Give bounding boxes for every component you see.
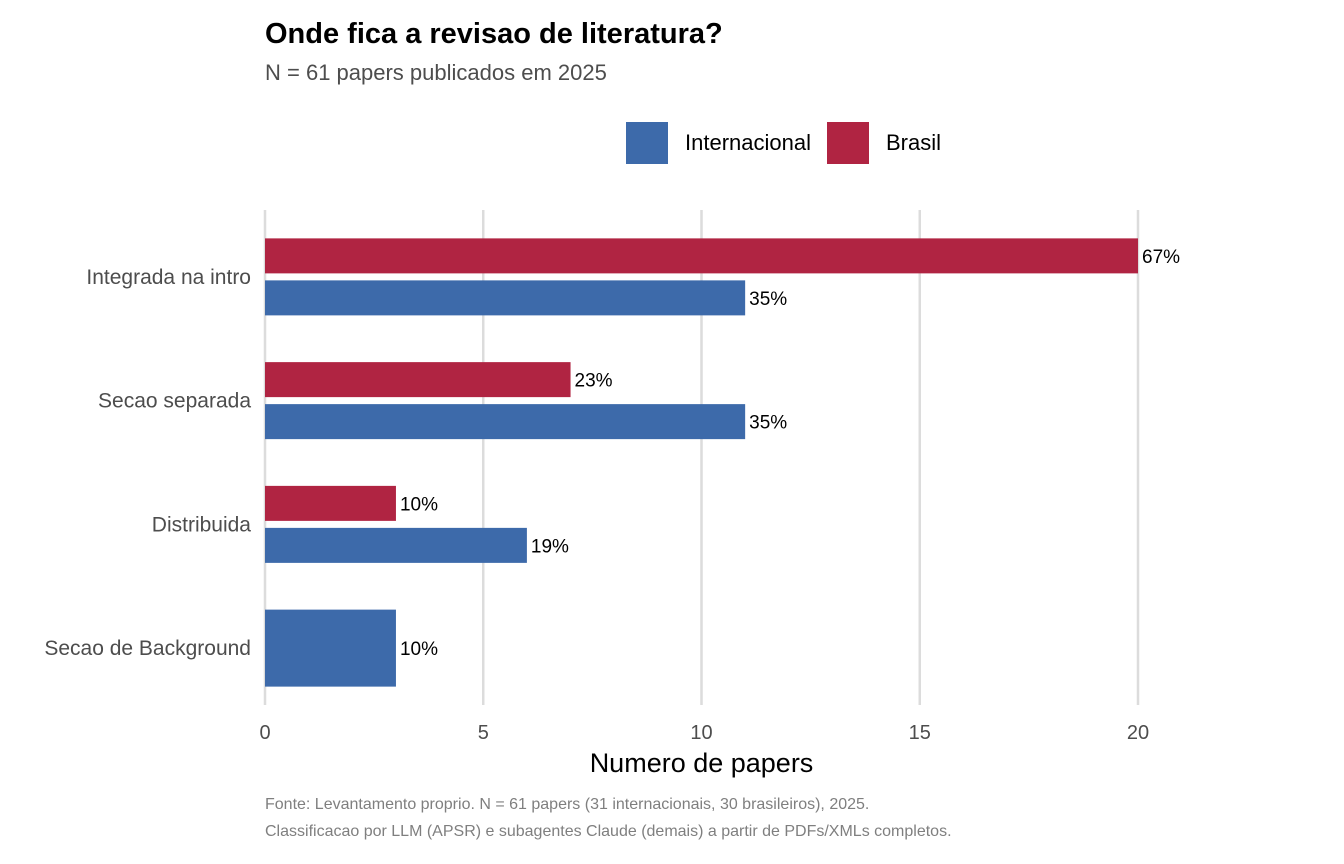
bar-brasil-1: [265, 362, 571, 398]
legend-item-brasil: Brasil: [826, 122, 941, 164]
data-label-brasil-1: 23%: [575, 371, 613, 392]
y-category-label-3: Secao de Background: [44, 637, 251, 660]
bar-internacional-1: [265, 404, 746, 440]
chart-subtitle: N = 61 papers publicados em 2025: [265, 60, 607, 85]
legend: Internacional Brasil: [626, 122, 957, 164]
bar-internacional-3: [265, 609, 396, 687]
legend-label-internacional: Internacional: [685, 130, 811, 155]
x-tick-label-3: 15: [909, 722, 931, 744]
data-label-internacional-0: 35%: [749, 289, 787, 310]
legend-item-internacional: Internacional: [626, 122, 811, 164]
bar-internacional-2: [265, 527, 527, 563]
caption-method: Classificacao por LLM (APSR) e subagente…: [265, 823, 952, 840]
data-label-brasil-0: 67%: [1142, 247, 1180, 268]
data-label-internacional-3: 10%: [400, 639, 438, 660]
y-category-label-0: Integrada na intro: [86, 266, 251, 289]
data-label-internacional-1: 35%: [749, 413, 787, 434]
data-label-internacional-2: 19%: [531, 536, 569, 557]
x-tick-label-0: 0: [259, 722, 270, 744]
chart-title: Onde fica a revisao de literatura?: [265, 18, 723, 50]
bar-brasil-2: [265, 485, 396, 521]
bar-brasil-0: [265, 238, 1138, 274]
legend-swatch-internacional: [626, 122, 668, 164]
y-category-label-1: Secao separada: [98, 390, 251, 413]
legend-swatch-brasil: [826, 122, 869, 164]
bar-internacional-0: [265, 280, 746, 316]
x-tick-label-2: 10: [690, 722, 712, 744]
x-tick-label-4: 20: [1127, 722, 1149, 744]
x-axis-label: Numero de papers: [590, 748, 814, 778]
legend-label-brasil: Brasil: [885, 130, 941, 155]
data-label-brasil-2: 10%: [400, 494, 438, 515]
caption-source: Fonte: Levantamento proprio. N = 61 pape…: [265, 796, 870, 813]
y-category-label-2: Distribuida: [152, 513, 252, 536]
x-tick-label-1: 5: [478, 722, 489, 744]
